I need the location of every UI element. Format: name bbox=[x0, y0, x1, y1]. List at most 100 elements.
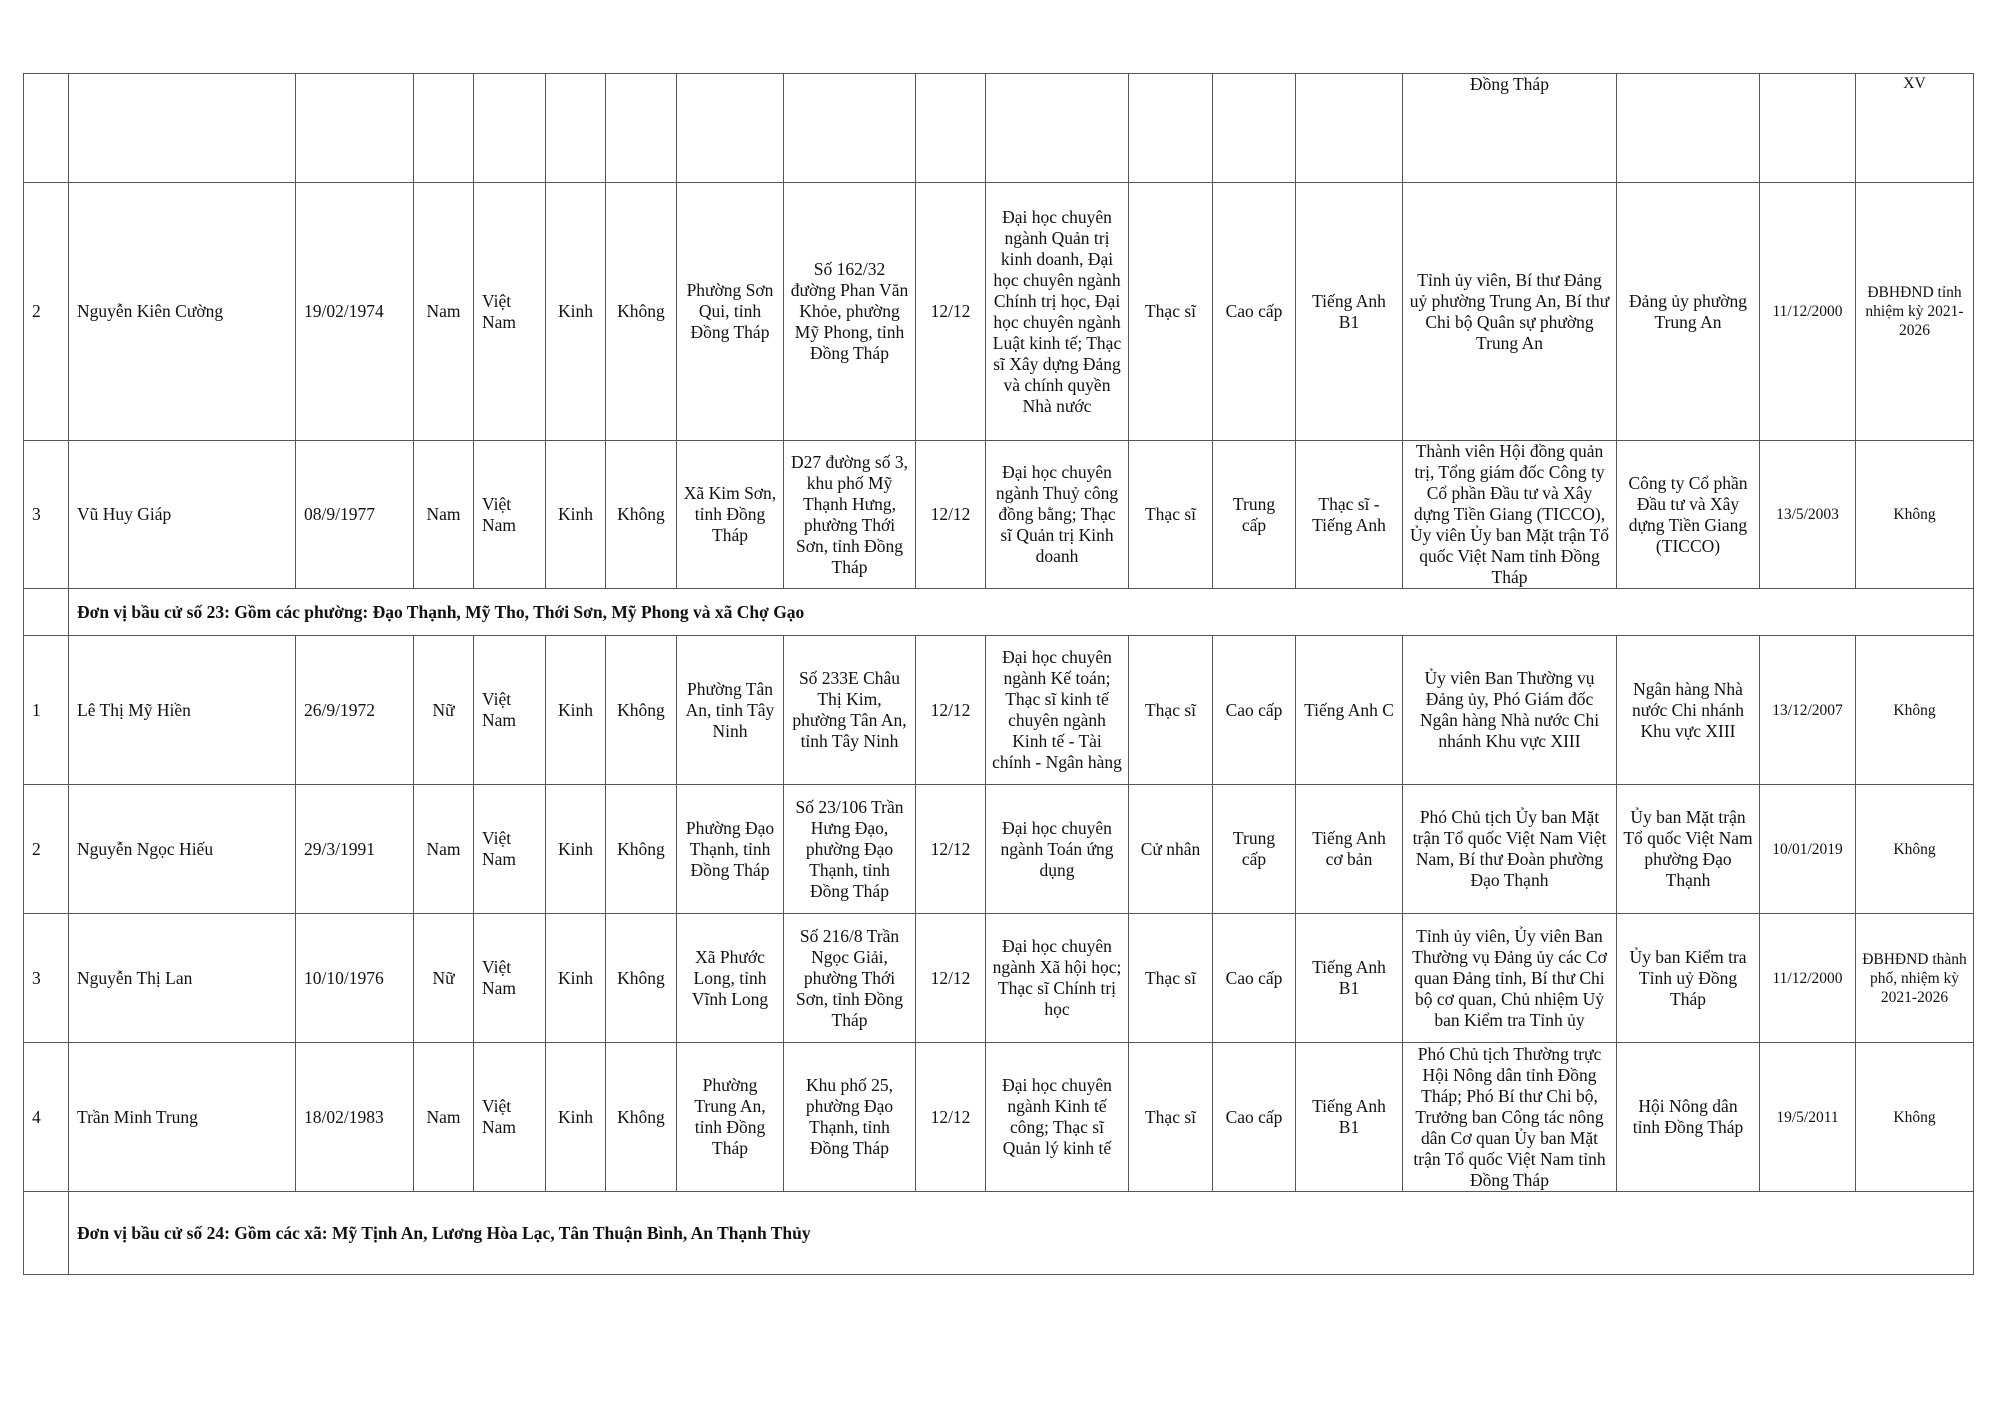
cell-foreign-language: Tiếng Anh B1 bbox=[1295, 1042, 1403, 1192]
cell-residence: Số 23/106 Trần Hưng Đạo, phường Đạo Thạn… bbox=[783, 784, 916, 914]
cell-date-of-birth: 29/3/1991 bbox=[295, 784, 414, 914]
cell-elected-delegate: ĐBHĐND thành phố, nhiệm kỳ 2021-2026 bbox=[1855, 913, 1974, 1043]
cell-party-join-date: 19/5/2011 bbox=[1759, 1042, 1856, 1192]
constituency-header-row: Đơn vị bầu cử số 24: Gồm các xã: Mỹ Tịnh… bbox=[23, 1191, 1974, 1275]
cell-academic-degree bbox=[1128, 73, 1213, 183]
cell-residence: Khu phố 25, phường Đạo Thạnh, tỉnh Đồng … bbox=[783, 1042, 916, 1192]
cell-general-education: 12/12 bbox=[915, 1042, 986, 1192]
cell-academic-degree: Thạc sĩ bbox=[1128, 635, 1213, 785]
cell-political-theory: Cao cấp bbox=[1212, 1042, 1296, 1192]
cell-hometown: Phường Tân An, tỉnh Tây Ninh bbox=[676, 635, 784, 785]
cell-religion: Không bbox=[605, 784, 677, 914]
cell-hometown: Phường Sơn Qui, tỉnh Đồng Tháp bbox=[676, 182, 784, 441]
constituency-title: Đơn vị bầu cử số 23: Gồm các phường: Đạo… bbox=[68, 588, 1974, 636]
cell-ethnicity: Kinh bbox=[545, 784, 606, 914]
cell-party-join-date: 13/5/2003 bbox=[1759, 440, 1856, 589]
cell-gender bbox=[413, 73, 474, 183]
candidate-table-body: Đồng Tháp XV 2 Nguyễn Kiên Cường 19/02/1974 N… bbox=[23, 73, 1974, 1275]
cell-date-of-birth: 08/9/1977 bbox=[295, 440, 414, 589]
section-index-cell bbox=[23, 1191, 69, 1275]
cell-general-education: 12/12 bbox=[915, 784, 986, 914]
cell-hometown: Xã Phước Long, tỉnh Vĩnh Long bbox=[676, 913, 784, 1043]
cell-party-join-date: 13/12/2007 bbox=[1759, 635, 1856, 785]
cell-index bbox=[23, 73, 69, 183]
cell-academic-degree: Thạc sĩ bbox=[1128, 913, 1213, 1043]
cell-workplace bbox=[1616, 73, 1760, 183]
cell-political-theory: Trung cấp bbox=[1212, 784, 1296, 914]
candidate-row: 3 Nguyễn Thị Lan 10/10/1976 Nữ Việt Nam Kinh K… bbox=[23, 913, 1974, 1043]
cell-index: 1 bbox=[23, 635, 69, 785]
cell-hometown: Phường Đạo Thạnh, tỉnh Đồng Tháp bbox=[676, 784, 784, 914]
cell-gender: Nữ bbox=[413, 635, 474, 785]
cell-religion: Không bbox=[605, 182, 677, 441]
cell-specialized-education: Đại học chuyên ngành Quản trị kinh doanh… bbox=[985, 182, 1129, 441]
cell-residence: Số 216/8 Trần Ngọc Giải, phường Thới Sơn… bbox=[783, 913, 916, 1043]
cell-hometown: Xã Kim Sơn, tỉnh Đồng Tháp bbox=[676, 440, 784, 589]
cell-party-join-date: 11/12/2000 bbox=[1759, 182, 1856, 441]
cell-academic-degree: Thạc sĩ bbox=[1128, 1042, 1213, 1192]
candidate-table: Đồng Tháp XV 2 Nguyễn Kiên Cường 19/02/1974 N… bbox=[23, 73, 1974, 1275]
cell-full-name: Nguyễn Ngọc Hiếu bbox=[68, 784, 296, 914]
cell-full-name: Lê Thị Mỹ Hiền bbox=[68, 635, 296, 785]
cell-foreign-language: Tiếng Anh cơ bản bbox=[1295, 784, 1403, 914]
cell-ethnicity: Kinh bbox=[545, 913, 606, 1043]
cell-current-position: Phó Chủ tịch Ủy ban Mặt trận Tổ quốc Việ… bbox=[1402, 784, 1617, 914]
cell-general-education: 12/12 bbox=[915, 440, 986, 589]
cell-index: 4 bbox=[23, 1042, 69, 1192]
cell-nationality: Việt Nam bbox=[473, 1042, 546, 1192]
cell-specialized-education: Đại học chuyên ngành Kế toán; Thạc sĩ ki… bbox=[985, 635, 1129, 785]
cell-current-position: Thành viên Hội đồng quản trị, Tổng giám … bbox=[1402, 440, 1617, 589]
candidate-row: 3 Vũ Huy Giáp 08/9/1977 Nam Việt Nam Kinh Khôn… bbox=[23, 440, 1974, 589]
cell-elected-delegate: Không bbox=[1855, 784, 1974, 914]
candidate-row: Đồng Tháp XV bbox=[23, 73, 1974, 183]
cell-elected-delegate: Không bbox=[1855, 1042, 1974, 1192]
cell-full-name: Trần Minh Trung bbox=[68, 1042, 296, 1192]
cell-party-join-date bbox=[1759, 73, 1856, 183]
cell-ethnicity bbox=[545, 73, 606, 183]
cell-foreign-language: Tiếng Anh C bbox=[1295, 635, 1403, 785]
cell-workplace: Hội Nông dân tỉnh Đồng Tháp bbox=[1616, 1042, 1760, 1192]
cell-religion: Không bbox=[605, 440, 677, 589]
cell-full-name bbox=[68, 73, 296, 183]
cell-gender: Nam bbox=[413, 784, 474, 914]
candidate-row: 2 Nguyễn Kiên Cường 19/02/1974 Nam Việt Nam K… bbox=[23, 182, 1974, 441]
cell-hometown: Phường Trung An, tỉnh Đồng Tháp bbox=[676, 1042, 784, 1192]
cell-ethnicity: Kinh bbox=[545, 635, 606, 785]
cell-religion: Không bbox=[605, 1042, 677, 1192]
cell-current-position: Ủy viên Ban Thường vụ Đảng ủy, Phó Giám … bbox=[1402, 635, 1617, 785]
cell-nationality: Việt Nam bbox=[473, 784, 546, 914]
cell-specialized-education bbox=[985, 73, 1129, 183]
cell-specialized-education: Đại học chuyên ngành Xã hội học; Thạc sĩ… bbox=[985, 913, 1129, 1043]
cell-hometown bbox=[676, 73, 784, 183]
cell-religion bbox=[605, 73, 677, 183]
cell-party-join-date: 10/01/2019 bbox=[1759, 784, 1856, 914]
cell-date-of-birth: 18/02/1983 bbox=[295, 1042, 414, 1192]
cell-political-theory: Cao cấp bbox=[1212, 913, 1296, 1043]
cell-specialized-education: Đại học chuyên ngành Thuỷ công đồng bằng… bbox=[985, 440, 1129, 589]
cell-elected-delegate: Không bbox=[1855, 440, 1974, 589]
cell-gender: Nam bbox=[413, 1042, 474, 1192]
cell-date-of-birth bbox=[295, 73, 414, 183]
cell-residence: Số 233E Châu Thị Kim, phường Tân An, tỉn… bbox=[783, 635, 916, 785]
candidate-row: 1 Lê Thị Mỹ Hiền 26/9/1972 Nữ Việt Nam Kinh Kh… bbox=[23, 635, 1974, 785]
cell-full-name: Nguyễn Thị Lan bbox=[68, 913, 296, 1043]
cell-index: 3 bbox=[23, 913, 69, 1043]
cell-foreign-language: Tiếng Anh B1 bbox=[1295, 182, 1403, 441]
cell-ethnicity: Kinh bbox=[545, 182, 606, 441]
cell-workplace: Ngân hàng Nhà nước Chi nhánh Khu vực XII… bbox=[1616, 635, 1760, 785]
cell-elected-delegate: ĐBHĐND tỉnh nhiệm kỳ 2021-2026 bbox=[1855, 182, 1974, 441]
cell-ethnicity: Kinh bbox=[545, 1042, 606, 1192]
cell-date-of-birth: 19/02/1974 bbox=[295, 182, 414, 441]
cell-date-of-birth: 10/10/1976 bbox=[295, 913, 414, 1043]
cell-elected-delegate: Không bbox=[1855, 635, 1974, 785]
cell-party-join-date: 11/12/2000 bbox=[1759, 913, 1856, 1043]
cell-political-theory bbox=[1212, 73, 1296, 183]
cell-religion: Không bbox=[605, 913, 677, 1043]
cell-residence: D27 đường số 3, khu phố Mỹ Thạnh Hưng, p… bbox=[783, 440, 916, 589]
cell-workplace: Công ty Cổ phần Đầu tư và Xây dựng Tiền … bbox=[1616, 440, 1760, 589]
cell-current-position: Đồng Tháp bbox=[1402, 73, 1617, 183]
cell-elected-delegate: XV bbox=[1855, 73, 1974, 183]
cell-academic-degree: Thạc sĩ bbox=[1128, 182, 1213, 441]
cell-workplace: Ủy ban Kiểm tra Tỉnh uỷ Đồng Tháp bbox=[1616, 913, 1760, 1043]
cell-index: 2 bbox=[23, 784, 69, 914]
